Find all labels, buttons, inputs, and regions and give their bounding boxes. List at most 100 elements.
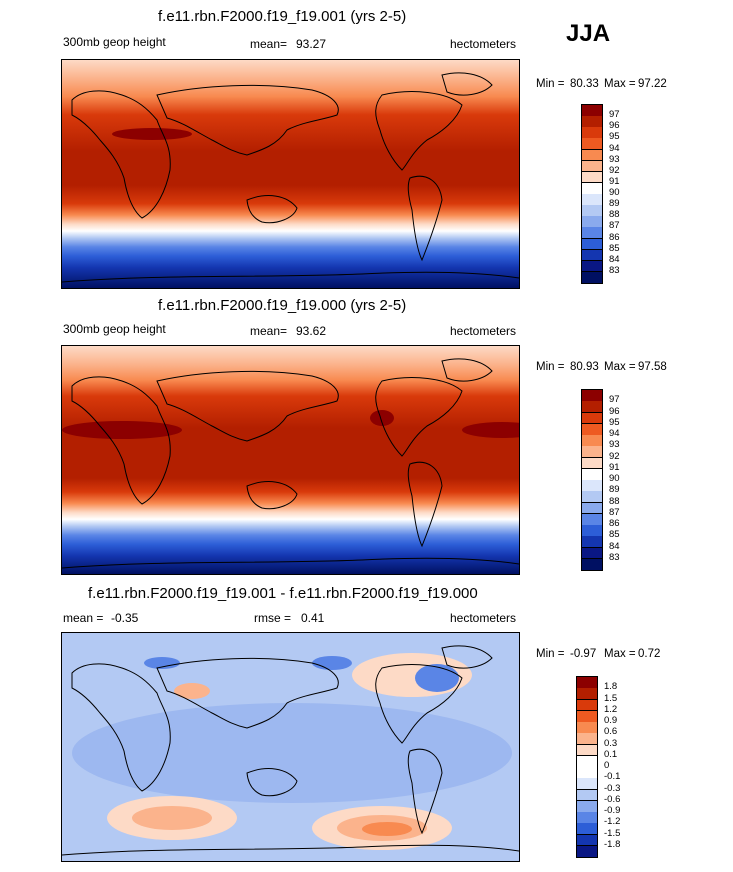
colorbar-swatch [582,412,602,425]
colorbar-swatch [582,435,602,447]
colorbar-swatch [582,536,602,548]
colorbar-swatch [577,845,597,858]
colorbar-swatch [577,755,597,768]
panel2-mean-value: 93.62 [296,324,327,338]
panel3-units: hectometers [450,611,517,625]
panel1-map-svg [62,60,519,288]
panel2-variable: 300mb geop height [63,322,166,336]
panel1-map [61,59,520,289]
colorbar-swatch [577,812,597,824]
panel2-max-value: 97.58 [638,361,667,373]
panel1-min-label: Min = [536,78,565,90]
colorbar-tick-label: 97 [609,394,620,406]
colorbar-tick-label: 88 [609,209,620,221]
colorbar-tick-label: 1.2 [604,703,618,715]
panel3-max-label: Max = [604,648,636,660]
colorbar-tick-label: 87 [609,220,620,232]
colorbar-swatch [577,767,597,779]
panel3-title: f.e11.rbn.F2000.f19_f19.001 - f.e11.rbn.… [88,585,478,602]
colorbar-swatch [582,227,602,239]
colorbar-swatch [582,160,602,173]
colorbar-tick-label: 89 [609,484,620,496]
panel2-map-svg [62,346,519,574]
colorbar-tick-label: 89 [609,198,620,210]
colorbar-tick-label: 93 [609,153,620,165]
colorbar-tick-label: 0 [604,760,610,771]
colorbar-swatch [582,171,602,184]
colorbar-swatch [582,271,602,284]
panel1-units: hectometers [450,37,517,51]
colorbar-swatch [582,468,602,481]
colorbar-tick-label: 96 [609,405,620,417]
colorbar-tick-label: -0.3 [604,782,621,794]
colorbar-swatch [582,480,602,492]
panel3-rmse-label: rmse = [254,611,292,625]
colorbar-swatch [582,260,602,273]
panel2-colorbar-box [581,389,603,571]
panel2-max-label: Max = [604,361,636,373]
panel2-units: hectometers [450,324,517,338]
colorbar-tick-label: 87 [609,506,620,518]
colorbar-tick-label: 97 [609,109,620,121]
panel3-rmse-value: 0.41 [301,611,325,625]
colorbar-swatch [582,547,602,560]
panel3-mean-label: mean = [63,611,104,625]
colorbar-swatch [582,525,602,537]
colorbar-swatch [582,127,602,139]
colorbar-tick-label: 83 [609,264,620,276]
colorbar-swatch [577,699,597,712]
panel1-max-label: Max = [604,78,636,90]
colorbar-swatch [582,558,602,571]
colorbar-swatch [577,688,597,700]
colorbar-tick-label: -1.8 [604,838,621,850]
colorbar-tick-label: 94 [609,428,620,439]
panel3-colorbar-box [576,676,598,858]
panel1-title: f.e11.rbn.F2000.f19_f19.001 (yrs 2-5) [158,8,407,25]
colorbar-tick-label: 92 [609,164,620,176]
colorbar-swatch [582,116,602,128]
colorbar-tick-label: -0.1 [604,771,621,783]
panel1-variable: 300mb geop height [63,35,166,49]
colorbar-swatch [582,216,602,228]
season-label: JJA [566,20,611,47]
panel1-mean-label: mean= [250,37,288,51]
colorbar-tick-label: 83 [609,551,620,563]
colorbar-swatch [582,423,602,436]
colorbar-swatch [577,744,597,757]
colorbar-tick-label: 88 [609,495,620,507]
colorbar-swatch [582,182,602,195]
panel2-map [61,345,520,575]
colorbar-tick-label: 95 [609,416,620,428]
colorbar-tick-label: 90 [609,473,620,484]
colorbar-swatch [582,401,602,413]
colorbar-swatch [582,238,602,251]
colorbar-tick-label: 85 [609,529,620,541]
panel2-min-label: Min = [536,361,565,373]
colorbar-swatch [577,710,597,723]
colorbar-swatch [577,677,597,689]
colorbar-tick-label: 0.9 [604,715,618,726]
colorbar-tick-label: 1.8 [604,681,618,693]
panel3-mean-value: -0.35 [111,611,139,625]
colorbar-swatch [577,733,597,745]
colorbar-tick-label: 0.6 [604,726,618,738]
colorbar-tick-label: 92 [609,450,620,462]
colorbar-tick-label: 86 [609,231,620,243]
colorbar-swatch [582,138,602,150]
colorbar-swatch [582,457,602,470]
colorbar-tick-label: 90 [609,187,620,198]
colorbar-tick-label: 84 [609,253,620,265]
colorbar-tick-label: -0.9 [604,805,621,816]
colorbar-swatch [582,194,602,206]
panel2-title: f.e11.rbn.F2000.f19_f19.000 (yrs 2-5) [158,297,407,314]
colorbar-tick-label: 91 [609,175,620,187]
colorbar-swatch [582,446,602,458]
panel2-mean-label: mean= [250,324,288,338]
colorbar-swatch [582,502,602,515]
colorbar-tick-label: 95 [609,131,620,143]
colorbar-tick-label: 0.3 [604,737,618,749]
colorbar-tick-label: 85 [609,242,620,254]
panel1-max-value: 97.22 [638,78,667,90]
panel1-colorbar-box [581,104,603,284]
panel1-mean-value: 93.27 [296,37,327,51]
